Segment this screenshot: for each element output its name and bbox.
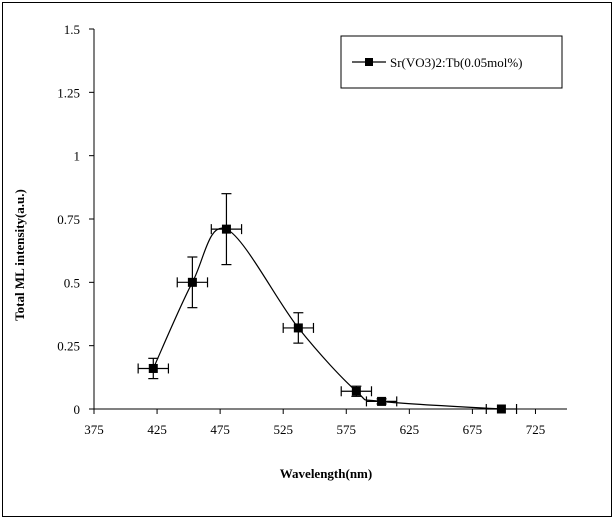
x-tick-label: 675 bbox=[463, 422, 483, 437]
x-tick-label: 575 bbox=[337, 422, 357, 437]
data-point bbox=[496, 404, 506, 414]
x-tick-label: 625 bbox=[400, 422, 420, 437]
x-tick-label: 725 bbox=[526, 422, 546, 437]
x-axis-title: Wavelength(nm) bbox=[280, 466, 372, 481]
y-tick-label: 1.25 bbox=[57, 85, 80, 100]
y-axis-title: Total ML intensity(a.u.) bbox=[12, 189, 27, 321]
legend-marker bbox=[365, 58, 373, 66]
ticks: 375 425 475 525 575 625 675 725 0 0.25 0.5 0.75 1 1.2… bbox=[57, 22, 545, 437]
y-tick-label: 0.25 bbox=[57, 339, 80, 354]
series-layer bbox=[137, 193, 518, 414]
y-tick-label: 0 bbox=[74, 402, 81, 417]
x-tick-label: 425 bbox=[147, 422, 167, 437]
data-point bbox=[293, 323, 303, 333]
series-line bbox=[152, 227, 502, 410]
data-point bbox=[187, 277, 197, 287]
data-point bbox=[351, 386, 361, 396]
y-tick-label: 0.75 bbox=[57, 212, 80, 227]
x-tick-label: 375 bbox=[84, 422, 104, 437]
x-tick-label: 475 bbox=[210, 422, 230, 437]
x-tick-label: 525 bbox=[273, 422, 293, 437]
legend-label: Sr(VO3)2:Tb(0.05mol%) bbox=[390, 55, 523, 70]
data-point bbox=[148, 363, 158, 373]
legend: Sr(VO3)2:Tb(0.05mol%) bbox=[340, 35, 563, 89]
data-point bbox=[221, 224, 231, 234]
y-tick-label: 1 bbox=[74, 149, 81, 164]
y-tick-label: 1.5 bbox=[64, 22, 80, 37]
y-tick-label: 0.5 bbox=[64, 275, 80, 290]
data-point bbox=[377, 396, 387, 406]
